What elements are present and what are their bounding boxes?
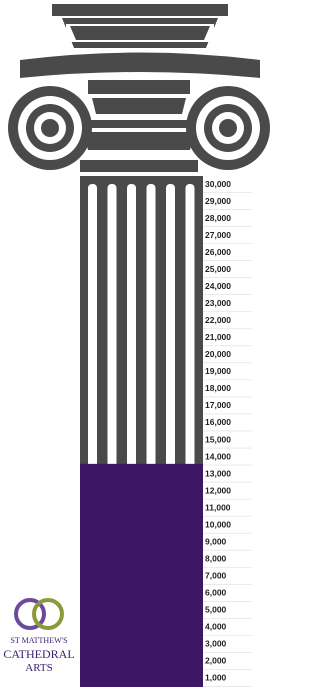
volute-ring	[41, 119, 59, 137]
y-tick-label: 7,000	[205, 571, 227, 581]
abacus-top	[52, 4, 228, 16]
logo-text: CATHEDRAL	[3, 647, 74, 661]
y-tick-label: 10,000	[205, 519, 231, 529]
y-tick-label: 21,000	[205, 332, 231, 342]
y-tick-label: 2,000	[205, 656, 227, 666]
y-tick-label: 11,000	[205, 502, 231, 512]
y-tick-label: 22,000	[205, 315, 231, 325]
y-tick-label: 15,000	[205, 434, 231, 444]
y-tick-label: 24,000	[205, 281, 231, 291]
y-tick-label: 13,000	[205, 468, 231, 478]
necking	[80, 160, 198, 172]
y-tick-label: 16,000	[205, 417, 231, 427]
y-tick-label: 27,000	[205, 230, 231, 240]
logo-ring	[34, 600, 62, 628]
logo: ST MATTHEW'S CATHEDRAL ARTS	[3, 600, 74, 674]
y-tick-label: 8,000	[205, 554, 227, 564]
y-tick-label: 30,000	[205, 179, 231, 189]
y-tick-label: 12,000	[205, 485, 231, 495]
y-tick-label: 17,000	[205, 400, 231, 410]
y-tick-label: 25,000	[205, 264, 231, 274]
y-tick-label: 14,000	[205, 451, 231, 461]
logo-text: ARTS	[25, 662, 52, 674]
chart: ST MATTHEW'S CATHEDRAL ARTS 1,000 2,000 3,…	[0, 0, 278, 687]
logo-text: ST MATTHEW'S	[10, 636, 67, 645]
y-tick-label: 5,000	[205, 605, 227, 615]
y-tick-label: 28,000	[205, 213, 231, 223]
column-capital	[8, 4, 270, 172]
y-tick-label: 19,000	[205, 366, 231, 376]
y-tick-label: 29,000	[205, 196, 231, 206]
y-tick-label: 9,000	[205, 536, 227, 546]
echinus	[88, 80, 190, 94]
band	[84, 132, 194, 150]
y-tick-label: 18,000	[205, 383, 231, 393]
y-tick-label: 26,000	[205, 247, 231, 257]
volute-band	[20, 53, 260, 79]
y-tick-label: 20,000	[205, 349, 231, 359]
y-tick-label: 1,000	[205, 673, 227, 683]
y-tick-label: 4,000	[205, 622, 227, 632]
band	[84, 120, 194, 128]
volute-ring	[219, 119, 237, 137]
y-tick-label: 3,000	[205, 639, 227, 649]
egg-dart	[92, 98, 186, 114]
y-tick-label: 6,000	[205, 588, 227, 598]
bar	[80, 464, 203, 687]
molding	[70, 26, 210, 40]
y-tick-label: 23,000	[205, 298, 231, 308]
